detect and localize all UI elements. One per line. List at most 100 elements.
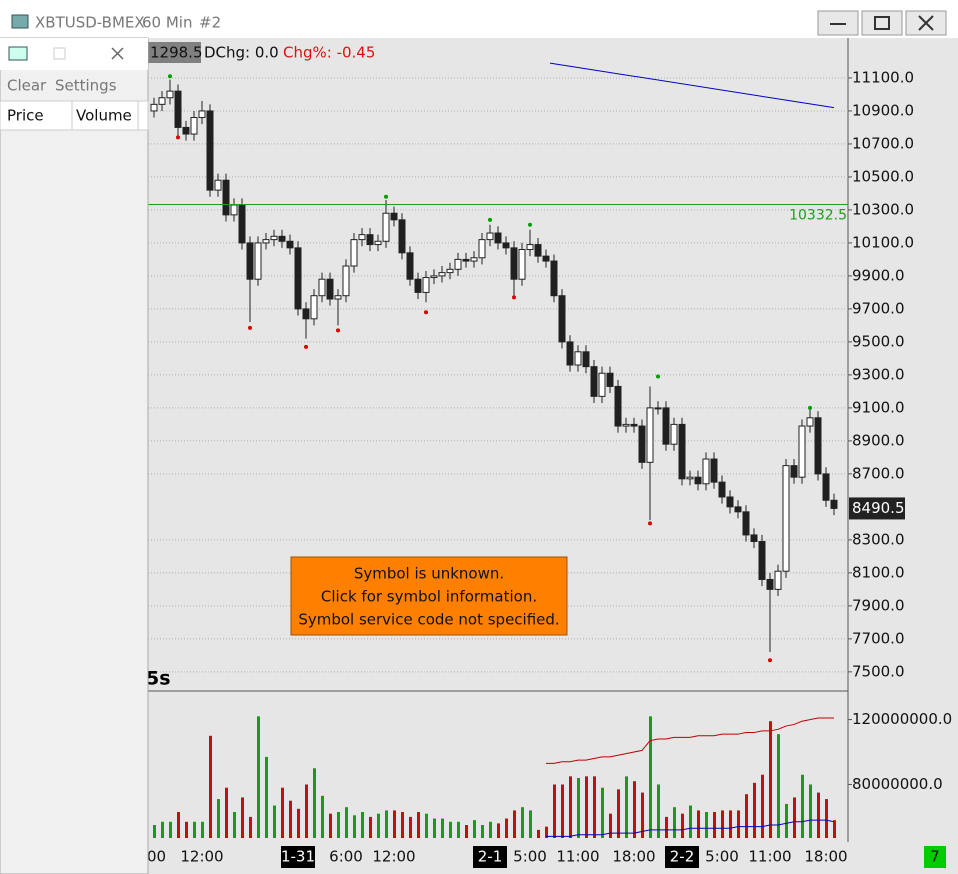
volume-bar [401,812,404,838]
volume-bar [585,776,588,838]
swing-low [304,344,308,349]
volume-bar [433,818,436,838]
volume-bar [569,776,572,838]
swing-high [808,405,812,410]
candle-body [582,351,590,368]
volume-bar [457,821,460,838]
candle-body [726,496,734,508]
symbol-notice[interactable]: Symbol is unknown. Click for symbol info… [290,556,568,636]
date-label-bg [665,846,699,868]
candle-body [622,423,630,427]
volume-bar [417,812,420,838]
candle-body [422,277,430,293]
window-interval: 60 Min [142,14,192,32]
side-maximize[interactable] [53,47,66,60]
notice-box[interactable] [290,556,568,636]
x-tick-label: 11:00 [748,848,791,866]
side-panel: Clear Settings Price Volume [0,37,149,874]
x-tick-label: 12:00 [372,848,415,866]
volume-bar [697,810,700,838]
x-tick-label: 12:00 [180,848,223,866]
swing-high [656,374,660,379]
volume-bar [713,812,716,838]
volume-bar [761,774,764,838]
volume-bar [201,821,204,838]
candle-body [606,372,614,387]
volume-bar [657,784,660,838]
volume-bar [361,812,364,838]
settings-button[interactable]: Settings [55,77,117,95]
candle-body [654,407,662,410]
volume-bar [265,756,268,838]
volume-bar [825,799,828,838]
price-plot [148,62,848,673]
candle-body [806,417,814,427]
volume-bar [305,784,308,838]
swing-high [168,74,172,79]
candle-body [710,458,718,483]
candle-body [518,249,526,280]
candle-body [302,308,310,320]
minimize-button[interactable] [817,10,859,36]
candle-body [526,244,534,251]
column-header[interactable]: Price [7,107,44,125]
candle-body [646,407,654,463]
candle-body [174,90,182,128]
candle-body [326,278,334,300]
candle-body [750,534,758,543]
y-tick-label: 7500.0 [852,662,905,680]
volume-bar [425,813,428,838]
candle-body [270,235,278,241]
volume-bar [353,815,356,838]
candle-body [278,235,286,242]
swing-high [384,194,388,199]
candle-body [286,240,294,249]
candle-body [438,272,446,277]
window-buttons [817,10,947,36]
maximize-button[interactable] [861,10,903,36]
column-header[interactable]: Volume [76,107,132,125]
candle-body [534,244,542,257]
candle-body [782,465,790,572]
candle-body [214,179,222,191]
candle-body [494,232,502,244]
volume-bar [281,787,284,838]
x-tick-label: 2-1 [478,848,503,866]
volume-bar [209,735,212,838]
volume-bar [769,721,772,838]
current-price: 8490.5 [852,499,905,517]
candle-body [630,423,638,427]
candle-body [358,234,366,241]
volume-bar [153,825,156,838]
volume-bar [689,805,692,838]
volume-plot [153,716,836,838]
x-tick-label: 1-31 [281,848,315,866]
x-tick-label: 11:00 [556,848,599,866]
y-tick-label: 11100.0 [852,68,914,86]
last-price-box [148,42,201,63]
y-tick-label: 9500.0 [852,332,905,350]
swing-high [488,217,492,222]
clear-button[interactable]: Clear [7,77,47,95]
candle-body [638,425,646,463]
y-tick-label: 10300.0 [852,200,914,218]
candle-body [566,341,574,366]
volume-bar [705,812,708,838]
volume-bar [441,818,444,838]
y-tick-label: 9900.0 [852,266,905,284]
close-button[interactable] [905,10,947,36]
volume-bar [473,820,476,838]
date-label-bg [473,846,507,868]
swing-low [248,325,252,330]
candle-body [462,258,470,262]
side-close[interactable] [111,47,124,60]
volume-bar [257,716,260,838]
candle-body [294,247,302,310]
volume-bar [817,792,820,838]
day-change: DChg: 0.0 [204,44,279,62]
volume-bar [721,810,724,838]
y-tick-label: 9100.0 [852,398,905,416]
y-tick-label: 7700.0 [852,629,905,647]
